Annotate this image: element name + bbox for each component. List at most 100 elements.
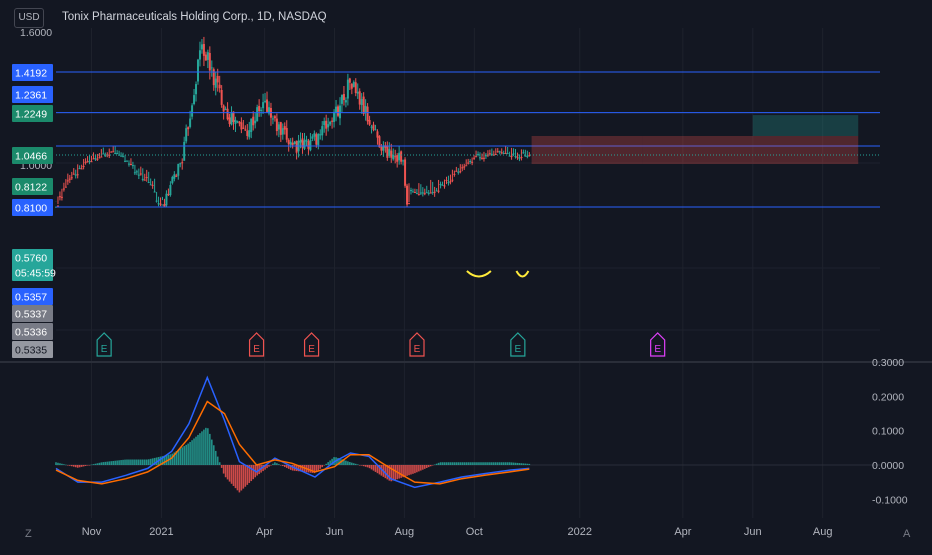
histogram-bar bbox=[508, 462, 511, 465]
histogram-bar bbox=[408, 465, 410, 476]
histogram-bar bbox=[341, 459, 343, 465]
x-axis-label: Aug bbox=[395, 526, 415, 538]
candle-body bbox=[309, 139, 312, 151]
histogram-bar bbox=[352, 463, 355, 465]
candle-body bbox=[504, 152, 507, 154]
histogram-bar bbox=[92, 464, 95, 465]
histogram-bar bbox=[414, 465, 416, 474]
histogram-bar bbox=[388, 465, 391, 481]
candle-body bbox=[356, 91, 359, 94]
histogram-bar bbox=[145, 459, 148, 465]
candle-body bbox=[484, 155, 487, 157]
histogram-bar bbox=[491, 462, 493, 465]
candle-body bbox=[427, 192, 430, 194]
candle-body bbox=[271, 118, 274, 120]
candle-body bbox=[206, 52, 209, 60]
price-label-bg bbox=[12, 199, 53, 216]
candle-body bbox=[337, 106, 340, 116]
currency-button[interactable]: USD bbox=[14, 8, 44, 28]
candle-body bbox=[267, 107, 270, 114]
histogram-bar bbox=[289, 465, 292, 470]
histogram-bar bbox=[319, 465, 322, 469]
candle-body bbox=[421, 192, 424, 194]
candle-body bbox=[402, 160, 405, 162]
histogram-bar bbox=[163, 455, 166, 465]
histogram-bar bbox=[67, 465, 69, 466]
histogram-bar bbox=[323, 465, 326, 466]
earnings-badge bbox=[303, 332, 320, 357]
candle-body bbox=[234, 119, 237, 124]
candle-body bbox=[169, 185, 172, 196]
histogram-bar bbox=[143, 459, 146, 465]
histogram-bar bbox=[140, 459, 142, 465]
earnings-label: E bbox=[101, 344, 108, 355]
histogram-bar bbox=[362, 465, 365, 467]
candle-body bbox=[390, 150, 393, 158]
histogram-bar bbox=[354, 463, 357, 465]
histogram-bar bbox=[197, 434, 199, 465]
histogram-bar bbox=[159, 456, 162, 465]
candle-body bbox=[400, 151, 403, 162]
price-label: 0.5760 bbox=[12, 249, 53, 266]
earnings-marker: E bbox=[510, 332, 526, 357]
price-label-text: 05:45:59 bbox=[15, 268, 56, 280]
candle-body bbox=[506, 153, 509, 155]
histogram-bar bbox=[86, 465, 89, 466]
candle-body bbox=[528, 155, 531, 157]
candle-body bbox=[228, 117, 231, 124]
candle-body bbox=[173, 174, 176, 179]
histogram-bar bbox=[262, 465, 264, 472]
candle-body bbox=[256, 107, 259, 122]
histogram-bar bbox=[252, 465, 255, 480]
histogram-bar bbox=[311, 465, 314, 473]
histogram-bar bbox=[72, 465, 75, 467]
candle-body bbox=[266, 99, 269, 112]
candle-body bbox=[344, 100, 347, 103]
candle-body bbox=[291, 142, 294, 146]
histogram-bar bbox=[431, 465, 434, 466]
auto-scale-button[interactable]: A bbox=[903, 528, 911, 540]
candle-body bbox=[100, 156, 103, 158]
candle-body bbox=[435, 190, 438, 192]
timezone-button[interactable]: Z bbox=[25, 528, 32, 540]
candle-body bbox=[159, 203, 162, 205]
histogram-bar bbox=[455, 462, 458, 465]
price-label-bg bbox=[12, 264, 53, 281]
candle-body bbox=[490, 153, 493, 155]
histogram-bar bbox=[69, 465, 71, 466]
candle-body bbox=[305, 139, 308, 142]
candle-body bbox=[181, 162, 184, 164]
histogram-bar bbox=[149, 458, 152, 465]
histogram-bar bbox=[242, 465, 245, 489]
histogram-bar bbox=[360, 465, 363, 466]
candle-body bbox=[358, 91, 361, 105]
candle-body bbox=[76, 174, 79, 176]
histogram-bar bbox=[435, 463, 438, 465]
histogram-bar bbox=[394, 465, 397, 480]
histogram-bar bbox=[280, 465, 282, 466]
candle-body bbox=[301, 138, 304, 148]
histogram-bar bbox=[201, 431, 203, 465]
candle-body bbox=[469, 160, 472, 162]
candle-body bbox=[380, 146, 383, 151]
histogram-bar bbox=[136, 459, 138, 465]
histogram-bar bbox=[457, 462, 460, 465]
candle-body bbox=[238, 121, 241, 124]
price-label-text: 1.2361 bbox=[15, 90, 47, 102]
candle-body bbox=[163, 204, 166, 207]
earnings-label: E bbox=[515, 344, 522, 355]
histogram-bar bbox=[524, 463, 527, 465]
histogram-bar bbox=[124, 459, 126, 465]
price-label-bg bbox=[12, 64, 53, 81]
candle-body bbox=[423, 193, 426, 195]
histogram-bar bbox=[337, 457, 339, 465]
histogram-bar bbox=[433, 464, 436, 466]
candle-body bbox=[429, 192, 432, 194]
histogram-bar bbox=[88, 465, 91, 466]
candle-body bbox=[465, 165, 468, 167]
candle-body bbox=[68, 178, 71, 180]
histogram-bar bbox=[418, 465, 420, 472]
candle-body bbox=[90, 161, 93, 163]
